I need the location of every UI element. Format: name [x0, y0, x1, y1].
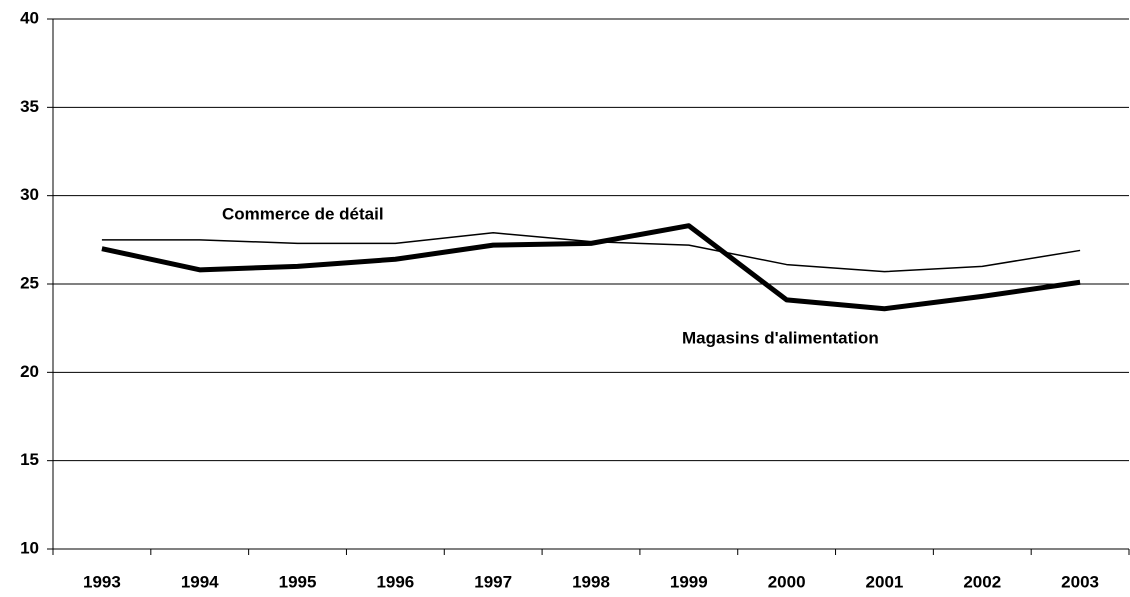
- x-tick-label: 1999: [670, 572, 708, 591]
- x-tick-label: 2003: [1061, 572, 1099, 591]
- x-tick-label: 1997: [474, 572, 512, 591]
- y-tick-label: 35: [20, 97, 39, 116]
- y-tick-label: 10: [20, 538, 39, 557]
- series-line: [101, 223, 1081, 312]
- y-tick-label: 15: [20, 450, 39, 469]
- x-tick-label: 2000: [768, 572, 806, 591]
- series-label: Commerce de détail: [222, 204, 384, 223]
- x-tick-label: 1993: [83, 572, 121, 591]
- y-tick-label: 20: [20, 362, 39, 381]
- y-tick-label: 30: [20, 185, 39, 204]
- series-label: Magasins d'alimentation: [682, 328, 879, 347]
- y-tick-label: 25: [20, 273, 39, 292]
- x-tick-label: 1995: [279, 572, 317, 591]
- x-tick-label: 1994: [181, 572, 219, 591]
- y-tick-label: 40: [20, 8, 39, 27]
- x-tick-label: 2002: [963, 572, 1001, 591]
- x-tick-label: 1996: [376, 572, 414, 591]
- x-tick-label: 2001: [866, 572, 904, 591]
- x-tick-label: 1998: [572, 572, 610, 591]
